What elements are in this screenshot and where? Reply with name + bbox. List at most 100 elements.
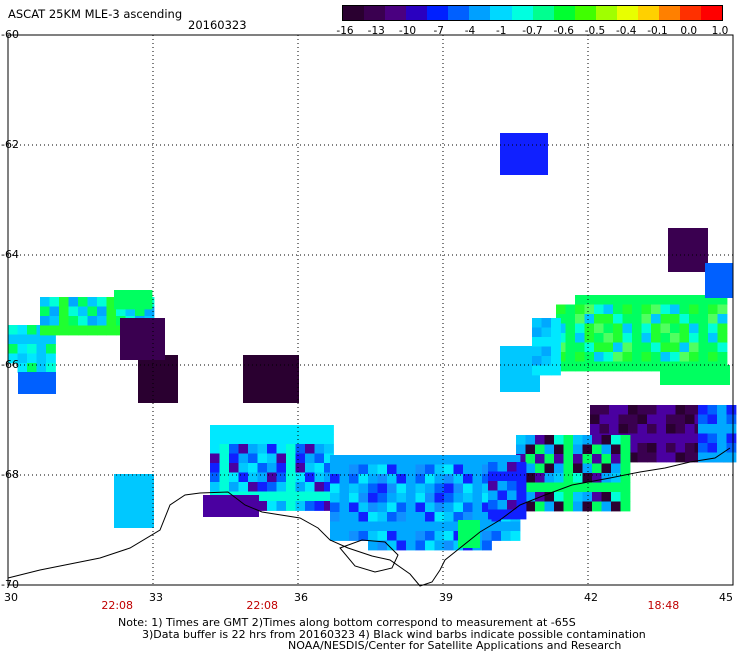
data-cell [238, 425, 249, 435]
data-cell [551, 365, 561, 376]
data-cell [584, 333, 595, 343]
data-cell [601, 435, 612, 445]
data-cell [708, 314, 718, 324]
data-cell [314, 444, 325, 454]
data-cell [582, 501, 593, 512]
data-cell [582, 444, 593, 455]
data-cell [368, 521, 378, 532]
data-cell [68, 325, 79, 336]
data-cell [563, 492, 574, 502]
data-cell [603, 314, 614, 324]
data-cell [535, 501, 545, 512]
data-cell [406, 455, 416, 465]
data-cell [592, 501, 602, 512]
data-cell [573, 435, 583, 445]
data-cell [575, 333, 585, 343]
data-cell [525, 435, 536, 445]
data-cell [106, 297, 117, 307]
data-cell [666, 405, 676, 415]
data-cell [248, 444, 258, 454]
data-cell [406, 474, 416, 484]
data-cell [267, 434, 277, 445]
lon-tick-label: 39 [439, 591, 453, 604]
data-cell [516, 454, 526, 464]
data-cell [267, 501, 277, 511]
data-cell [656, 452, 667, 463]
colorbar-swatch [427, 6, 449, 20]
time-label: 18:48 [647, 599, 680, 612]
data-cell [622, 352, 633, 362]
data-cell [698, 352, 709, 362]
data-cell [698, 342, 709, 353]
data-cell [689, 333, 699, 343]
data-cell [592, 463, 602, 474]
colorbar-swatch [490, 6, 512, 20]
data-cell [651, 342, 661, 353]
data-cell [647, 405, 657, 415]
data-cell [601, 444, 612, 455]
data-cell [660, 314, 671, 324]
data-cell [368, 455, 378, 465]
data-cell [556, 323, 566, 334]
data-cell [651, 323, 661, 334]
data-cell [434, 483, 445, 494]
data-cell [387, 483, 397, 494]
data-cell [656, 424, 667, 434]
data-cell [425, 474, 435, 484]
data-cell [594, 342, 604, 353]
data-cell [689, 323, 699, 334]
data-cell [314, 501, 325, 511]
data-cell [472, 502, 483, 513]
data-cell [707, 443, 718, 453]
data-cell [248, 425, 258, 435]
data-cell [525, 444, 536, 455]
data-cell [358, 474, 369, 484]
data-cell [286, 472, 296, 483]
colorbar-swatch [385, 6, 407, 20]
data-cell [482, 493, 492, 503]
data-cell [717, 352, 728, 362]
colorbar-swatch [616, 6, 638, 20]
data-cell [286, 501, 296, 511]
data-cell [415, 502, 426, 513]
data-cell [267, 463, 277, 473]
data-cell [295, 482, 306, 492]
data-cell [618, 405, 629, 415]
data-cell [324, 491, 334, 502]
data-cell [368, 464, 378, 475]
data-cell [707, 452, 718, 463]
data-cell [339, 512, 350, 522]
data-cell [339, 474, 350, 484]
data-cell [463, 512, 473, 522]
data-cell [592, 482, 602, 493]
data-cell [641, 323, 652, 334]
data-cell [210, 444, 220, 454]
data-cell [434, 464, 445, 475]
data-cell [670, 295, 680, 305]
data-cell [647, 424, 657, 434]
data-cell [501, 531, 511, 541]
data-cell [8, 325, 18, 335]
data-cell [641, 314, 652, 324]
data-cell [622, 333, 633, 343]
data-cell [125, 306, 136, 317]
data-cell [632, 323, 642, 334]
data-cell [482, 483, 492, 494]
data-cell [689, 314, 699, 324]
data-cell [584, 361, 595, 372]
data-cell [717, 433, 727, 444]
data-cell [675, 405, 686, 415]
data-cell [488, 471, 498, 482]
data-cell [49, 297, 60, 307]
data-cell [349, 512, 359, 522]
data-cell [556, 314, 566, 324]
data-cell [563, 501, 574, 512]
data-cell [276, 482, 287, 492]
data-cell [620, 492, 631, 502]
data-cell [613, 352, 623, 362]
data-cell [628, 405, 638, 415]
data-cell [726, 433, 737, 444]
data-cell [59, 325, 69, 336]
data-cell [324, 425, 334, 435]
data-cell [324, 463, 334, 473]
